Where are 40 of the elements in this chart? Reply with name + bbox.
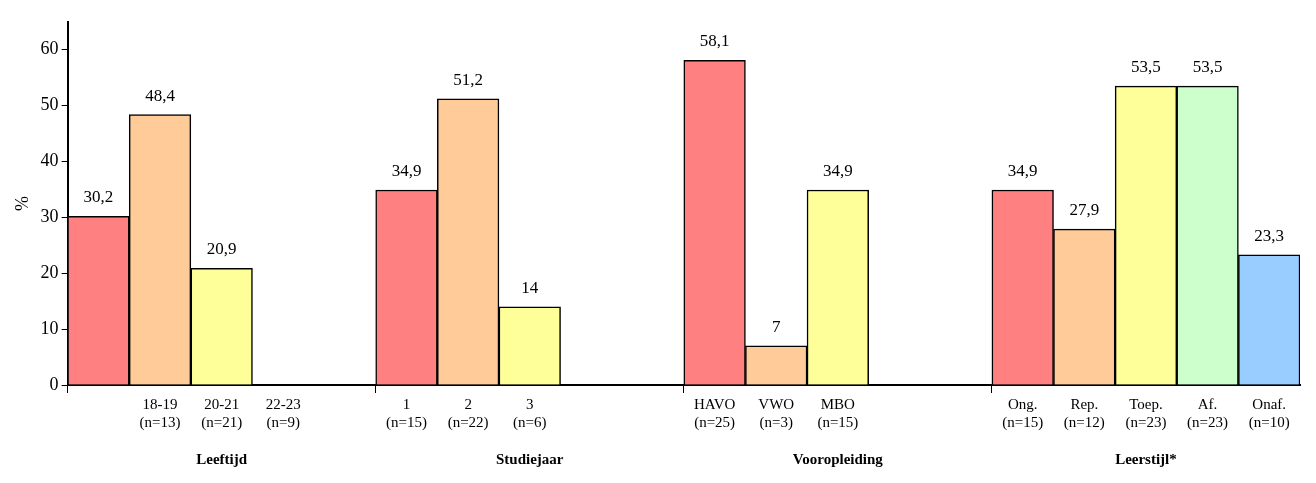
x-tick-label: 2 (n=22) [447, 395, 489, 431]
data-label: 34,9 [1007, 160, 1038, 180]
text: Leerstijl* [1115, 451, 1177, 468]
data-label: 51,2 [453, 69, 484, 89]
y-tick-label: 20 [40, 261, 59, 282]
data-label: 23,3 [1254, 225, 1285, 245]
data-label: 14 [521, 277, 539, 297]
y-tick-label: 30 [40, 206, 59, 227]
y-axis-title: % [11, 195, 32, 211]
x-tick-label: 22-23 (n=9) [265, 395, 301, 431]
x-tick-label: Rep. (n=12) [1063, 395, 1105, 431]
x-tick-label: MBO (n=15) [817, 395, 859, 431]
data-label: 53,5 [1131, 57, 1161, 77]
x-tick-label: Ong. (n=15) [1002, 395, 1044, 431]
y-tick-label: 60 [40, 38, 59, 59]
y-tick-label: 50 [40, 94, 59, 115]
x-tick-label: Toep. (n=23) [1125, 395, 1167, 431]
x-tick-label: Af. (n=23) [1187, 395, 1229, 431]
data-label: 34,9 [822, 160, 853, 180]
x-tick-label: Onaf. (n=10) [1248, 395, 1290, 431]
x-tick-label: 20-21 (n=21) [201, 395, 243, 431]
x-tick-label: HAVO (n=25) [693, 395, 736, 431]
text: Studiejaar [496, 451, 564, 468]
x-tick-label: 3 (n=6) [513, 395, 547, 431]
data-label: 48,4 [145, 85, 176, 105]
y-tick-label: 40 [40, 150, 59, 171]
x-tick-label: VWO (n=3) [758, 395, 795, 431]
x-tick-label: 1 (n=15) [386, 395, 427, 431]
text: Leeftijd [196, 451, 248, 468]
y-tick-label: 0 [49, 373, 59, 394]
data-label: 53,5 [1192, 57, 1223, 77]
data-label: 58,1 [699, 31, 730, 51]
data-label: 7 [771, 316, 781, 336]
y-tick-label: 10 [40, 317, 59, 338]
x-tick-label: 18-19 (n=13) [139, 395, 181, 431]
data-label: 34,9 [391, 160, 422, 180]
text: Vooropleiding [792, 451, 884, 468]
data-label: 30,2 [83, 187, 114, 207]
data-label: 27,9 [1069, 200, 1100, 220]
data-label: 20,9 [206, 239, 237, 259]
